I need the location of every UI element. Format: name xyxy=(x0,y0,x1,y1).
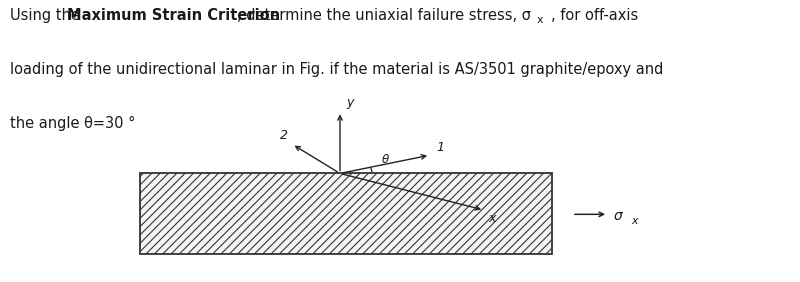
Text: 1: 1 xyxy=(437,141,445,154)
Text: x: x xyxy=(631,216,638,226)
Text: y: y xyxy=(346,96,354,109)
Text: x: x xyxy=(537,15,543,25)
Text: 2: 2 xyxy=(280,129,288,142)
Text: loading of the unidirectional laminar in Fig. if the material is AS/3501 graphit: loading of the unidirectional laminar in… xyxy=(10,62,663,77)
Text: , for off-axis: , for off-axis xyxy=(551,8,638,23)
Text: Maximum Strain Criterion: Maximum Strain Criterion xyxy=(67,8,280,23)
Text: x: x xyxy=(488,212,495,224)
Text: σ: σ xyxy=(614,209,622,223)
Text: Using the: Using the xyxy=(10,8,84,23)
Bar xyxy=(140,173,552,254)
Text: θ: θ xyxy=(382,153,389,166)
Text: the angle θ=30 °: the angle θ=30 ° xyxy=(10,116,135,131)
Text: , determine the uniaxial failure stress, σ: , determine the uniaxial failure stress,… xyxy=(237,8,531,23)
